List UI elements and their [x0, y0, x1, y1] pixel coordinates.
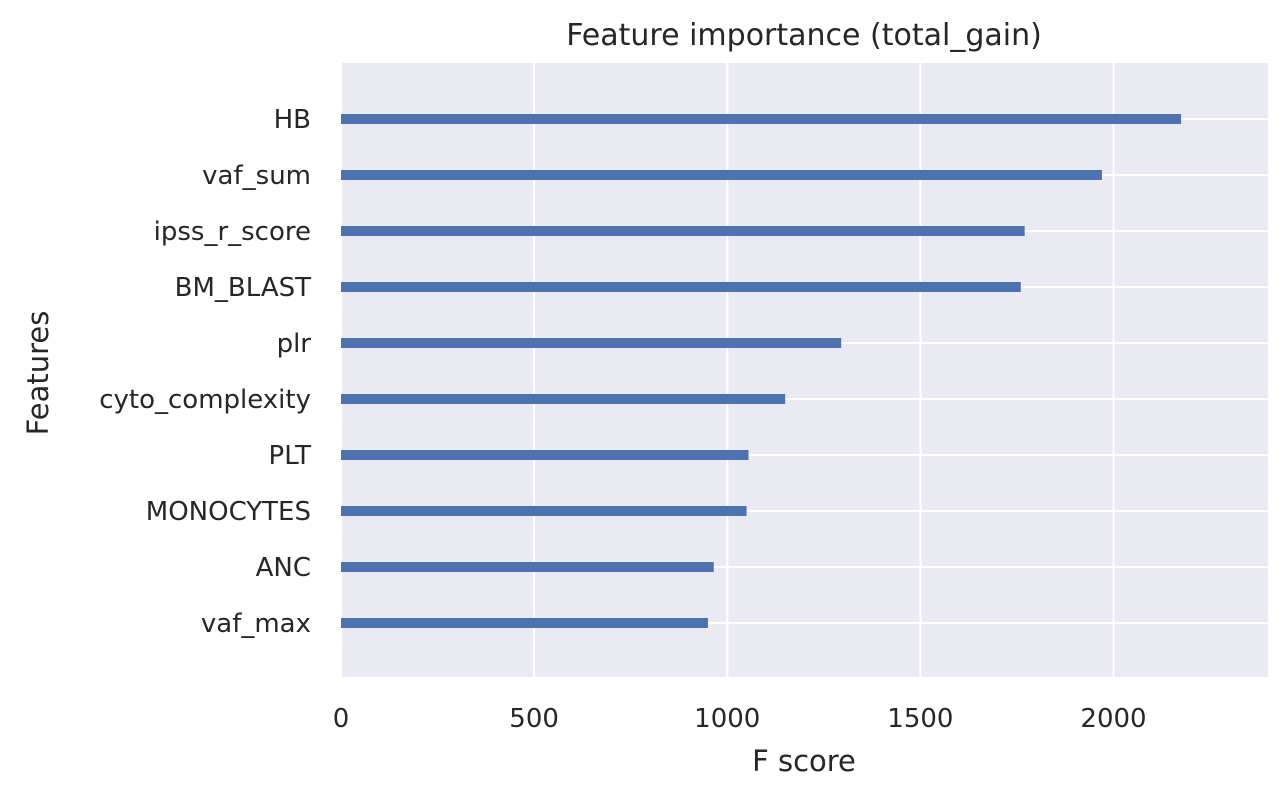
chart-title: Feature importance (total_gain) [566, 18, 1042, 53]
bar-BM_BLAST [341, 282, 1021, 292]
bar-MONOCYTES [341, 506, 747, 516]
y-tick-label: HB [274, 105, 311, 135]
y-tick-label: vaf_max [201, 609, 311, 639]
bar-ipss_r_score [341, 226, 1025, 236]
y-tick-label: cyto_complexity [99, 385, 311, 415]
y-tick-label: ipss_r_score [154, 217, 311, 247]
bar-HB [341, 114, 1182, 124]
y-tick-labels: vaf_max ANC MONOCYTES PLT cyto_complexity plr… [99, 105, 311, 639]
x-tick-labels: 0 500 1000 1500 2000 [333, 704, 1147, 734]
x-tick-label: 1000 [694, 704, 760, 734]
bar-plr [341, 338, 842, 348]
x-axis-label: F score [752, 744, 856, 778]
bar-PLT [341, 450, 749, 460]
y-tick-label: MONOCYTES [146, 497, 311, 527]
y-tick-label: vaf_sum [202, 161, 311, 191]
y-tick-label: PLT [269, 441, 312, 471]
y-tick-label: plr [277, 329, 312, 359]
bar-vaf_max [341, 618, 708, 628]
x-tick-label: 1500 [887, 704, 953, 734]
bar-ANC [341, 562, 714, 572]
x-tick-label: 500 [509, 704, 559, 734]
y-tick-label: BM_BLAST [175, 273, 311, 303]
bar-vaf_sum [341, 170, 1102, 180]
bar-cyto_complexity [341, 394, 786, 404]
x-tick-label: 0 [333, 704, 350, 734]
bars [341, 114, 1182, 628]
x-tick-label: 2000 [1080, 704, 1146, 734]
y-tick-label: ANC [256, 553, 311, 583]
y-axis-label: Features [21, 311, 55, 436]
plot-area [341, 63, 1268, 677]
